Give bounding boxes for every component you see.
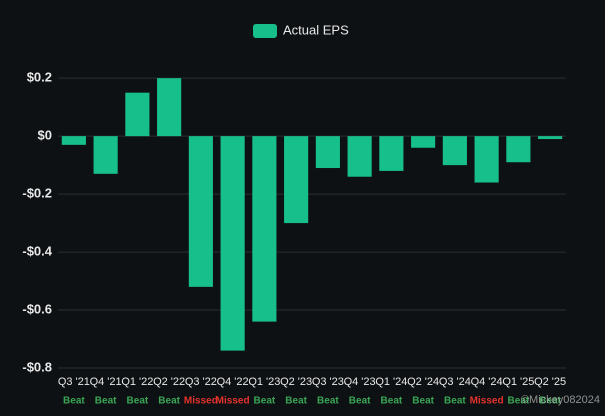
bar xyxy=(347,136,372,177)
x-tick-label: Q3 '21 xyxy=(58,376,90,388)
bar xyxy=(125,92,150,137)
result-label: Beat xyxy=(127,396,149,407)
bar xyxy=(284,136,309,224)
y-tick-label: $0 xyxy=(38,128,52,143)
y-tick-label: -$0.2 xyxy=(22,186,52,201)
bar xyxy=(538,136,563,140)
result-label: Beat xyxy=(508,396,530,407)
bar xyxy=(474,136,499,183)
result-label: Beat xyxy=(381,396,403,407)
bar xyxy=(442,136,467,166)
bar xyxy=(220,136,245,351)
y-tick-label: -$0.8 xyxy=(22,359,52,374)
bar xyxy=(188,136,213,287)
result-label: Beat xyxy=(158,396,180,407)
result-label: Missed xyxy=(216,396,250,407)
bar xyxy=(315,136,340,169)
result-label: Missed xyxy=(470,396,504,407)
x-tick-label: Q2 '24 xyxy=(407,376,439,388)
result-label: Beat xyxy=(412,396,434,407)
result-label: Beat xyxy=(254,396,276,407)
bar xyxy=(61,136,86,145)
bar xyxy=(157,78,182,137)
x-tick-label: Q1 '25 xyxy=(502,376,534,388)
x-tick-label: Q1 '23 xyxy=(248,376,280,388)
watermark: ©Mickey082024 xyxy=(521,394,600,406)
x-tick-label: Q3 '24 xyxy=(439,376,471,388)
x-tick-label: Q2 '22 xyxy=(153,376,185,388)
x-tick-label: Q2 '23 xyxy=(280,376,312,388)
y-tick-label: $0.2 xyxy=(27,70,52,85)
x-tick-label: Q2 '25 xyxy=(534,376,566,388)
bar xyxy=(379,136,404,171)
x-tick-label: Q3 '22 xyxy=(185,376,217,388)
result-label: Beat xyxy=(317,396,339,407)
x-tick-label: Q1 '22 xyxy=(121,376,153,388)
result-label: Beat xyxy=(285,396,307,407)
legend-label: Actual EPS xyxy=(283,22,349,37)
x-tick-label: Q1 '24 xyxy=(375,376,407,388)
y-tick-label: -$0.6 xyxy=(22,301,52,316)
legend-swatch xyxy=(253,24,277,38)
x-tick-label: Q4 '24 xyxy=(471,376,503,388)
x-tick-label: Q4 '21 xyxy=(90,376,122,388)
bar xyxy=(506,136,531,163)
bar xyxy=(252,136,277,322)
result-label: Beat xyxy=(63,396,85,407)
bar xyxy=(411,136,436,148)
result-label: Beat xyxy=(444,396,466,407)
result-label: Beat xyxy=(349,396,371,407)
result-label: Beat xyxy=(95,396,117,407)
x-tick-label: Q3 '23 xyxy=(312,376,344,388)
x-tick-label: Q4 '23 xyxy=(344,376,376,388)
bar xyxy=(93,136,118,174)
x-tick-label: Q4 '22 xyxy=(217,376,249,388)
y-tick-label: -$0.4 xyxy=(22,244,52,259)
result-label: Beat xyxy=(539,396,561,407)
result-label: Missed xyxy=(184,396,218,407)
